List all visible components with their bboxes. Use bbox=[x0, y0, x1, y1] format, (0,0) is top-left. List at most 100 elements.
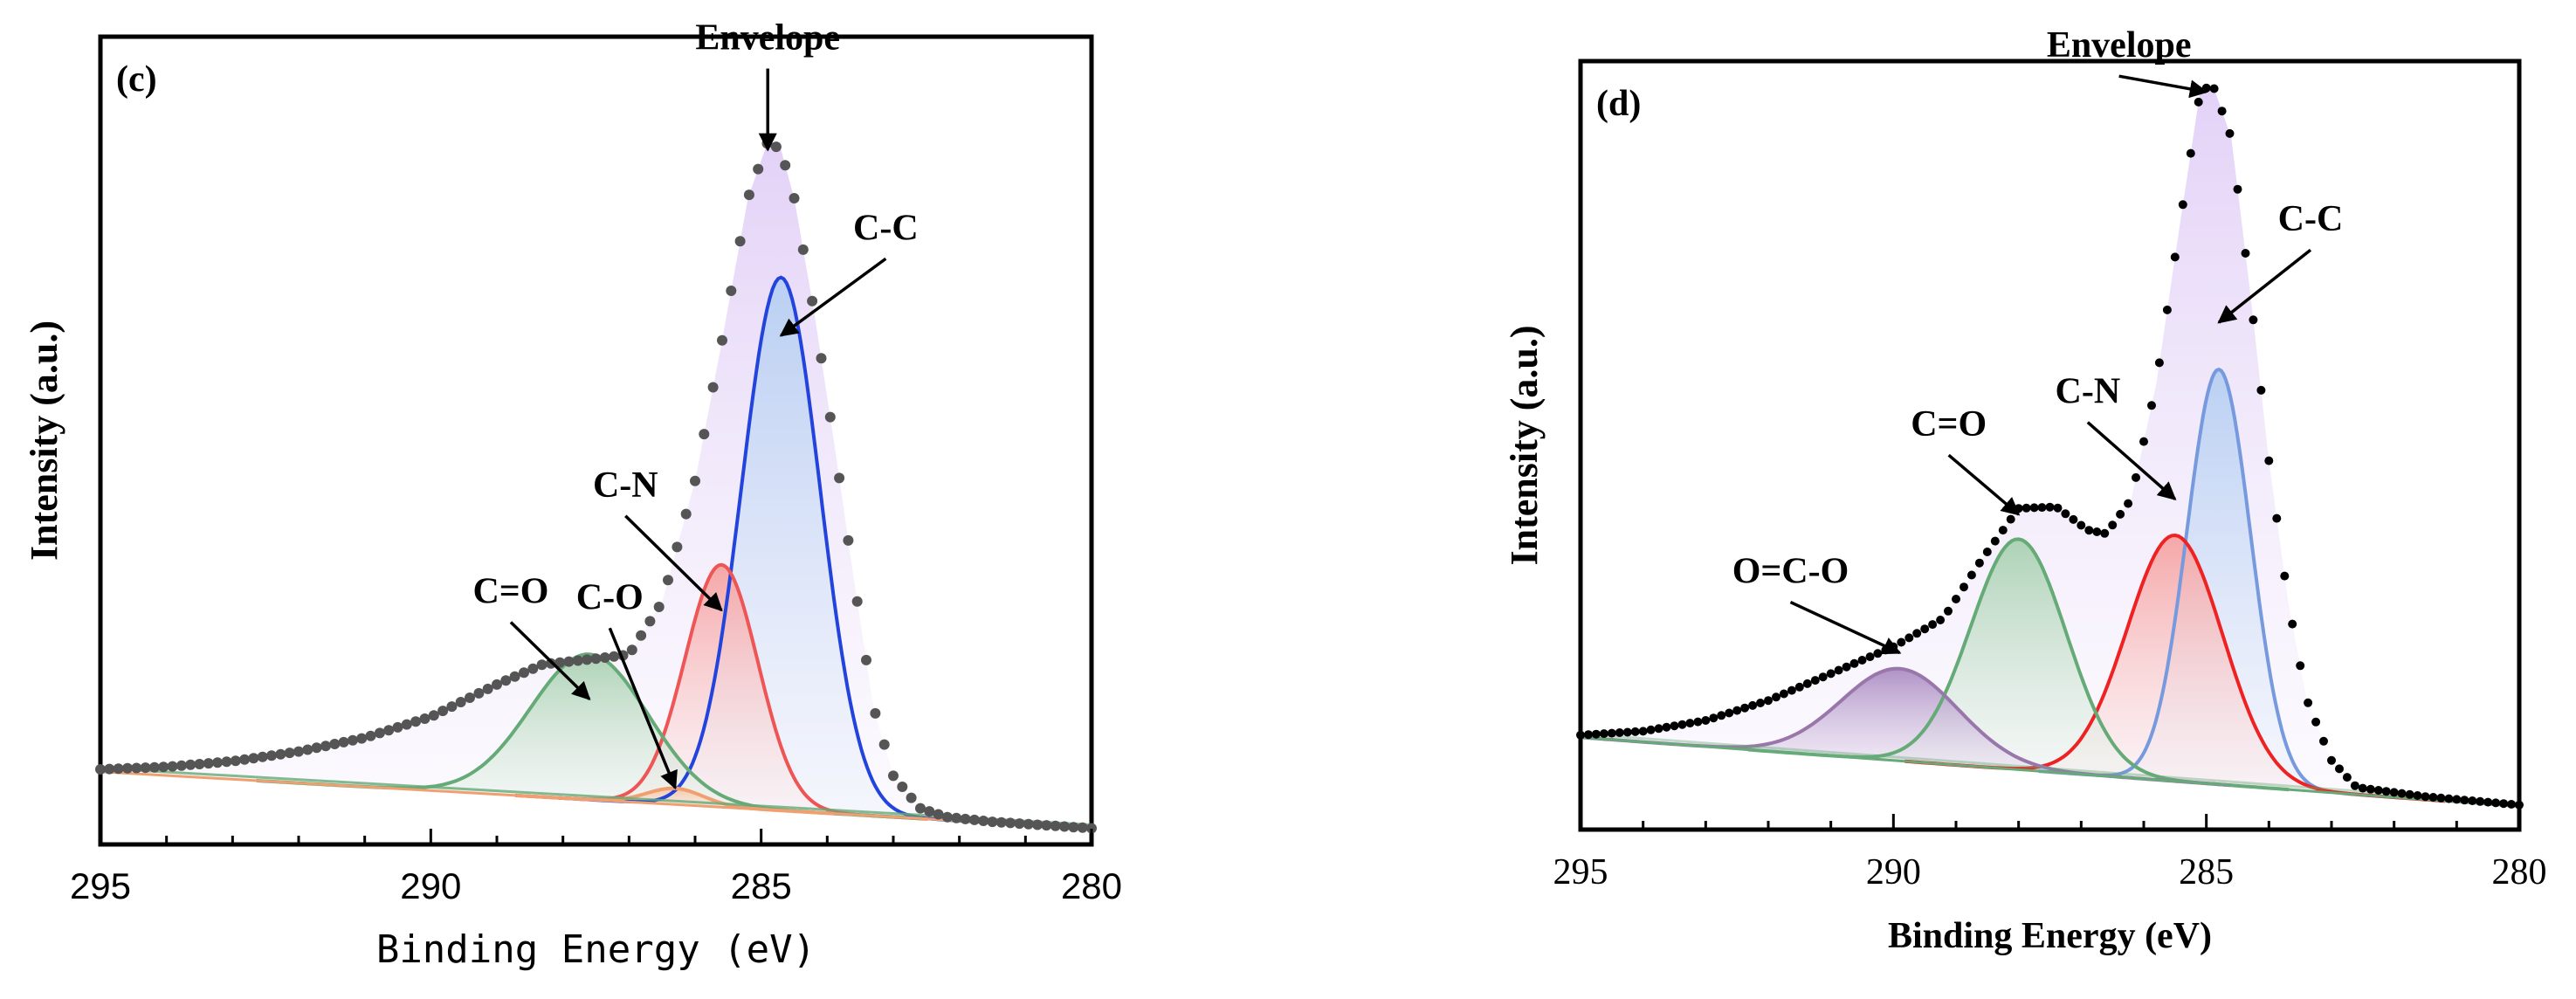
x-tick-label: 280 bbox=[1061, 865, 1122, 906]
x-axis-ticks bbox=[99, 829, 1093, 844]
chart-panel-c: 295 290 285 280 Envelope C-C C-N C=O C-O (c) Bi… bbox=[23, 18, 1122, 973]
envelope-point bbox=[2186, 148, 2195, 158]
envelope-point bbox=[248, 753, 259, 764]
envelope-point bbox=[2389, 788, 2399, 797]
annotation-arrows bbox=[509, 68, 887, 790]
envelope-point bbox=[2319, 736, 2328, 746]
envelope-point bbox=[2280, 571, 2290, 581]
panel-label: (d) bbox=[1596, 84, 1641, 124]
envelope-point bbox=[1032, 819, 1043, 830]
envelope-point bbox=[1677, 720, 1687, 729]
envelope-point bbox=[2233, 184, 2242, 194]
envelope-point bbox=[2366, 784, 2375, 794]
envelope-point bbox=[212, 757, 224, 768]
envelope-point bbox=[2241, 249, 2250, 258]
annotation-labels: Envelope C-C C-N C=O O=C-O bbox=[1732, 25, 2344, 591]
envelope-point bbox=[2476, 796, 2485, 806]
envelope-point bbox=[2515, 800, 2524, 810]
envelope-point bbox=[2022, 503, 2031, 513]
envelope-point bbox=[2350, 781, 2359, 790]
envelope-point bbox=[2139, 437, 2148, 446]
envelope-point bbox=[2170, 252, 2180, 262]
envelope-point bbox=[275, 748, 286, 760]
envelope-point bbox=[140, 762, 151, 774]
envelope-point bbox=[492, 679, 502, 690]
envelope-point bbox=[2507, 800, 2516, 809]
x-tick-label: 285 bbox=[731, 865, 792, 906]
envelope-point bbox=[455, 697, 466, 707]
envelope-point bbox=[428, 710, 439, 721]
envelope-point bbox=[1928, 620, 1938, 630]
envelope-point bbox=[987, 816, 998, 828]
envelope-point bbox=[743, 189, 754, 201]
envelope-point bbox=[1936, 616, 1946, 624]
envelope-point bbox=[302, 744, 313, 755]
envelope-point bbox=[284, 748, 295, 759]
envelope-point bbox=[203, 758, 214, 769]
envelope-point bbox=[1701, 716, 1711, 725]
envelope-point bbox=[753, 163, 764, 175]
envelope-point bbox=[1584, 730, 1593, 740]
envelope-point bbox=[1717, 711, 1726, 720]
envelope-point bbox=[1599, 729, 1608, 739]
envelope-point bbox=[2061, 509, 2070, 519]
x-tick-label: 285 bbox=[2179, 852, 2234, 892]
x-tick-label: 280 bbox=[2492, 852, 2547, 892]
envelope-point bbox=[2116, 509, 2125, 519]
envelope-point bbox=[239, 754, 251, 765]
envelope-point bbox=[590, 653, 602, 665]
x-tick-label: 290 bbox=[400, 865, 461, 906]
annotation-label: C-N bbox=[2056, 372, 2121, 412]
envelope-curve bbox=[95, 138, 1097, 834]
envelope-point bbox=[834, 472, 845, 484]
y-axis-label: Intensity (a.u.) bbox=[1503, 325, 1546, 565]
baseline-line bbox=[1580, 735, 2520, 809]
envelope-point bbox=[690, 475, 700, 486]
plot-frame bbox=[1578, 59, 2522, 832]
envelope-point bbox=[1818, 672, 1828, 682]
envelope-point bbox=[311, 742, 322, 754]
envelope-point bbox=[221, 756, 232, 768]
annotation-label: O=C-O bbox=[1732, 552, 1849, 592]
envelope-point bbox=[392, 721, 403, 733]
component-fill-c-n bbox=[515, 564, 928, 819]
annotation-label: C-C bbox=[2278, 199, 2344, 239]
x-axis-label: Binding Energy (eV) bbox=[376, 927, 816, 972]
annotation-label: Envelope bbox=[695, 18, 840, 59]
envelope-point bbox=[482, 683, 493, 694]
annotation-arrow bbox=[1947, 453, 2021, 516]
component-fill-c-c bbox=[559, 277, 1003, 823]
envelope-point bbox=[1654, 724, 1663, 734]
annotation-label: C=O bbox=[472, 572, 548, 612]
envelope-point bbox=[347, 734, 358, 746]
envelope-point bbox=[320, 741, 331, 752]
envelope-point bbox=[582, 654, 593, 665]
envelope-point bbox=[2452, 795, 2462, 804]
envelope-point bbox=[933, 809, 944, 820]
envelope-point bbox=[770, 141, 782, 153]
envelope-point bbox=[2178, 200, 2187, 210]
envelope-point bbox=[2499, 799, 2509, 809]
envelope-point bbox=[338, 736, 349, 748]
component-fills bbox=[1581, 84, 2519, 807]
envelope-point bbox=[1615, 728, 1624, 737]
envelope-point bbox=[2100, 528, 2110, 538]
x-tick-label: 295 bbox=[1553, 852, 1608, 892]
envelope-point bbox=[1576, 730, 1585, 740]
envelope-point bbox=[2147, 401, 2156, 410]
x-axis-label: Binding Energy (eV) bbox=[1888, 916, 2212, 956]
envelope-point bbox=[113, 763, 124, 775]
envelope-point bbox=[293, 746, 304, 757]
component-fill-c-c bbox=[2038, 369, 2400, 798]
annotation-arrow bbox=[608, 627, 678, 790]
envelope-point bbox=[1693, 717, 1703, 727]
y-axis-label: Intensity (a.u.) bbox=[23, 320, 65, 561]
envelope-point bbox=[878, 739, 890, 750]
envelope-point bbox=[329, 739, 341, 749]
envelope-point bbox=[536, 659, 548, 671]
annotation-arrow bbox=[1789, 601, 1902, 655]
annotation-label: C-C bbox=[853, 208, 919, 248]
envelope-point bbox=[1050, 820, 1061, 831]
